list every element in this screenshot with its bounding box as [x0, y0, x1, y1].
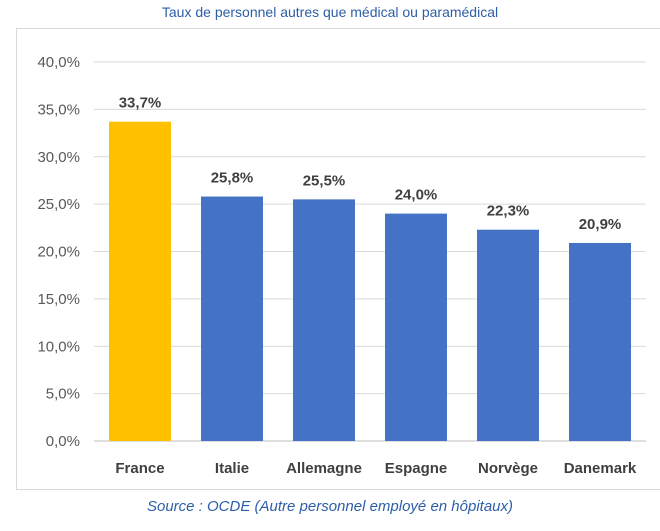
- x-tick-label: Allemagne: [286, 460, 362, 477]
- x-tick-label: Danemark: [564, 460, 637, 477]
- bar-espagne: [385, 213, 447, 441]
- y-tick-label: 35,0%: [37, 101, 80, 118]
- bar-allemagne: [293, 199, 355, 441]
- x-tick-label: Italie: [215, 460, 249, 477]
- y-tick-label: 10,0%: [37, 338, 80, 355]
- x-tick-label: Norvège: [478, 460, 538, 477]
- data-label: 22,3%: [487, 203, 530, 220]
- data-label: 25,5%: [303, 172, 346, 189]
- bar-italie: [201, 196, 263, 441]
- y-tick-label: 30,0%: [37, 149, 80, 166]
- y-tick-label: 20,0%: [37, 244, 80, 261]
- data-label: 20,9%: [579, 216, 622, 233]
- x-tick-label: Espagne: [385, 460, 448, 477]
- source-note: Source : OCDE (Autre personnel employé e…: [146, 498, 514, 515]
- y-tick-label: 40,0%: [37, 54, 80, 71]
- data-label: 33,7%: [119, 95, 162, 112]
- data-label: 25,8%: [211, 170, 254, 187]
- data-label: 24,0%: [395, 187, 438, 204]
- y-tick-label: 0,0%: [46, 433, 80, 450]
- x-tick-label: France: [115, 460, 164, 477]
- chart-title: Taux de personnel autres que médical ou …: [161, 4, 499, 20]
- bar-norvège: [477, 229, 539, 441]
- bar-france: [109, 121, 171, 441]
- bar-danemark: [569, 242, 631, 441]
- y-tick-label: 25,0%: [37, 196, 80, 213]
- y-tick-label: 15,0%: [37, 291, 80, 308]
- y-tick-label: 5,0%: [46, 386, 80, 403]
